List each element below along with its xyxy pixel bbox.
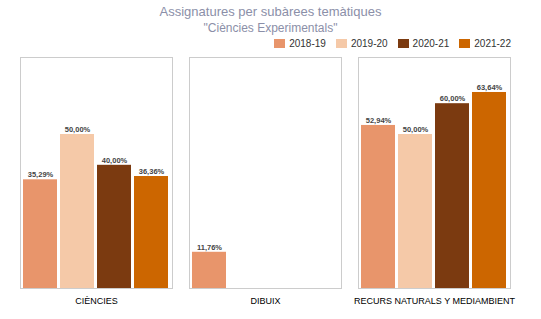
svg-text:35,29%: 35,29%: [28, 171, 54, 180]
svg-text:50,00%: 50,00%: [403, 125, 429, 134]
svg-text:60,00%: 60,00%: [440, 95, 466, 104]
svg-text:DIBUIX: DIBUIX: [250, 296, 280, 306]
html-text:2021-22: 2021-22: [474, 38, 511, 50]
svg-text:CIÈNCIES: CIÈNCIES: [75, 296, 118, 306]
svg-text:50,00%: 50,00%: [65, 125, 91, 134]
svg-text:36,36%: 36,36%: [139, 167, 165, 176]
html-text:Assignatures per subàrees temà: Assignatures per subàrees temàtiques: [159, 4, 382, 19]
html-text:"Ciències Experimentals": "Ciències Experimentals": [203, 20, 338, 35]
svg-text:40,00%: 40,00%: [102, 156, 128, 165]
html-text:2019-20: 2019-20: [350, 38, 388, 50]
html-text:2020-21: 2020-21: [412, 38, 450, 50]
svg-text:63,64%: 63,64%: [477, 83, 503, 92]
svg-text:RECURS NATURALS Y MEDIAMBIENT: RECURS NATURALS Y MEDIAMBIENT: [354, 296, 516, 306]
html-text:2018-19: 2018-19: [289, 38, 326, 50]
svg-text:52,94%: 52,94%: [366, 116, 392, 125]
svg-text:11,76%: 11,76%: [197, 243, 222, 252]
